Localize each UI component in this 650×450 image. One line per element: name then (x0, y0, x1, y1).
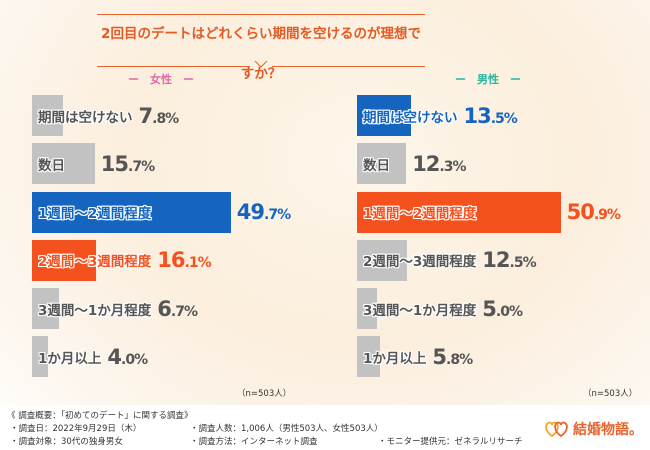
value-decimal: .5% (490, 110, 518, 127)
value-label: 4.0% (107, 344, 148, 369)
category-label: 期間は空けない (38, 109, 133, 126)
value-decimal: .0% (121, 351, 148, 368)
bar (357, 288, 377, 330)
value-integer: 7 (138, 103, 154, 128)
value-integer: 15 (100, 151, 129, 176)
bar-row: 3週間〜1か月程度 6.7% (32, 288, 322, 330)
female-chart: 期間は空けない 7.8% 数日 15.7% 1週間〜2週間程度 49.7% 2週間〜3週間程… (32, 95, 322, 385)
category-label: 数日 (38, 157, 65, 174)
value-integer: 12 (482, 248, 510, 273)
value-decimal: .1% (184, 255, 212, 272)
bar (32, 336, 48, 378)
bar (357, 143, 407, 185)
category-label: 3週間〜1か月程度 (363, 302, 477, 319)
value-label: 49.7% (236, 200, 291, 225)
bar (32, 239, 97, 281)
category-label: 2週間〜3週間程度 (38, 254, 152, 271)
category-label: 2週間〜3週間程度 (363, 254, 477, 271)
bar-row: 2週間〜3週間程度 16.1% (32, 239, 322, 281)
survey-provider: ・モニター提供元：ゼネラルリサーチ (378, 437, 523, 447)
female-sample-size: （n=503人） (237, 389, 292, 399)
chart-title: 2回目のデートはどれくらい期間を空けるのが理想ですか？ (101, 26, 421, 82)
bar (32, 288, 59, 330)
value-label: 5.0% (482, 296, 523, 321)
category-label: 1週間〜2週間程度 (38, 206, 152, 223)
bar-row: 1か月以上 5.8% (357, 336, 647, 378)
title-bottom-rule-right (272, 66, 425, 67)
value-integer: 5 (432, 344, 447, 369)
bar (32, 143, 95, 185)
bar (357, 239, 407, 281)
value-label: 12.5% (482, 248, 537, 273)
male-chart: 期間は空けない 13.5% 数日 12.3% 1週間〜2週間程度 50.9% 2週間〜3週間… (357, 95, 647, 385)
bar (357, 336, 381, 378)
value-label: 15.7% (100, 151, 155, 176)
female-label: ー 女性 ー (128, 73, 194, 86)
value-label: 16.1% (157, 248, 212, 273)
category-label: 3週間〜1か月程度 (38, 302, 152, 319)
bar (32, 95, 64, 136)
bar-row: 3週間〜1か月程度 5.0% (357, 288, 647, 330)
survey-heading: 《 調査概要：「初めてのデート」に関する調査》 (7, 411, 193, 421)
value-integer: 16 (157, 248, 185, 273)
value-label: 6.7% (157, 296, 198, 321)
brand-name: 結婚物語。 (573, 422, 643, 438)
survey-method: ・調査方法：インターネット調査 (190, 437, 318, 447)
title-top-rule (97, 14, 425, 15)
value-decimal: .7% (170, 303, 198, 320)
value-label: 5.8% (432, 344, 473, 369)
value-decimal: .5% (509, 255, 537, 272)
category-label: 1か月以上 (38, 350, 102, 367)
survey-date: ・調査日：2022年9月29日（木） (10, 424, 142, 434)
value-integer: 12 (412, 151, 440, 176)
value-label: 12.3% (412, 151, 466, 176)
survey-count: ・調査人数：1,006人（男性503人、女性503人） (190, 424, 383, 434)
value-decimal: .9% (593, 207, 621, 224)
value-label: 13.5% (463, 103, 518, 128)
value-integer: 5 (482, 296, 497, 321)
brand-logo: 結婚物語。 (544, 419, 643, 439)
male-label: ー 男性 ー (455, 73, 521, 86)
value-label: 7.8% (138, 103, 180, 128)
bar (32, 191, 231, 233)
value-decimal: .8% (446, 351, 473, 368)
value-integer: 13 (463, 103, 492, 128)
value-decimal: .8% (152, 110, 179, 127)
value-decimal: .7% (264, 207, 291, 224)
survey-target: ・調査対象：30代の独身男女 (10, 437, 123, 447)
bar-row: 数日 12.3% (357, 143, 647, 185)
survey-footer: 《 調査概要：「初めてのデート」に関する調査》 ・調査日：2022年9月29日（… (0, 405, 650, 450)
bar-row: 期間は空けない 13.5% (357, 95, 647, 136)
bar (357, 95, 411, 136)
bar-row: 2週間〜3週間程度 12.5% (357, 239, 647, 281)
bar-row: 1週間〜2週間程度 49.7% (32, 191, 322, 233)
category-label: 1週間〜2週間程度 (363, 206, 477, 223)
value-label: 50.9% (566, 200, 621, 225)
category-label: 期間は空けない (363, 109, 458, 126)
category-label: 数日 (363, 157, 390, 174)
value-decimal: .3% (439, 158, 466, 175)
bar-row: 期間は空けない 7.8% (32, 95, 322, 136)
value-integer: 6 (157, 296, 172, 321)
title-bottom-rule-left (97, 66, 250, 67)
value-integer: 49 (236, 200, 265, 225)
hearts-icon (545, 421, 568, 438)
title-banner: 2回目のデートはどれくらい期間を空けるのが理想ですか？ (97, 14, 425, 82)
bar (357, 191, 561, 233)
value-decimal: .0% (495, 303, 523, 320)
category-label: 1か月以上 (363, 350, 427, 367)
bar-row: 数日 15.7% (32, 143, 322, 185)
value-integer: 50 (566, 200, 595, 225)
value-decimal: .7% (128, 158, 155, 175)
chevron-down-icon (254, 60, 268, 68)
bar-row: 1か月以上 4.0% (32, 336, 322, 378)
bar-row: 1週間〜2週間程度 50.9% (357, 191, 647, 233)
value-integer: 4 (107, 344, 122, 369)
male-sample-size: （n=503人） (583, 389, 638, 399)
